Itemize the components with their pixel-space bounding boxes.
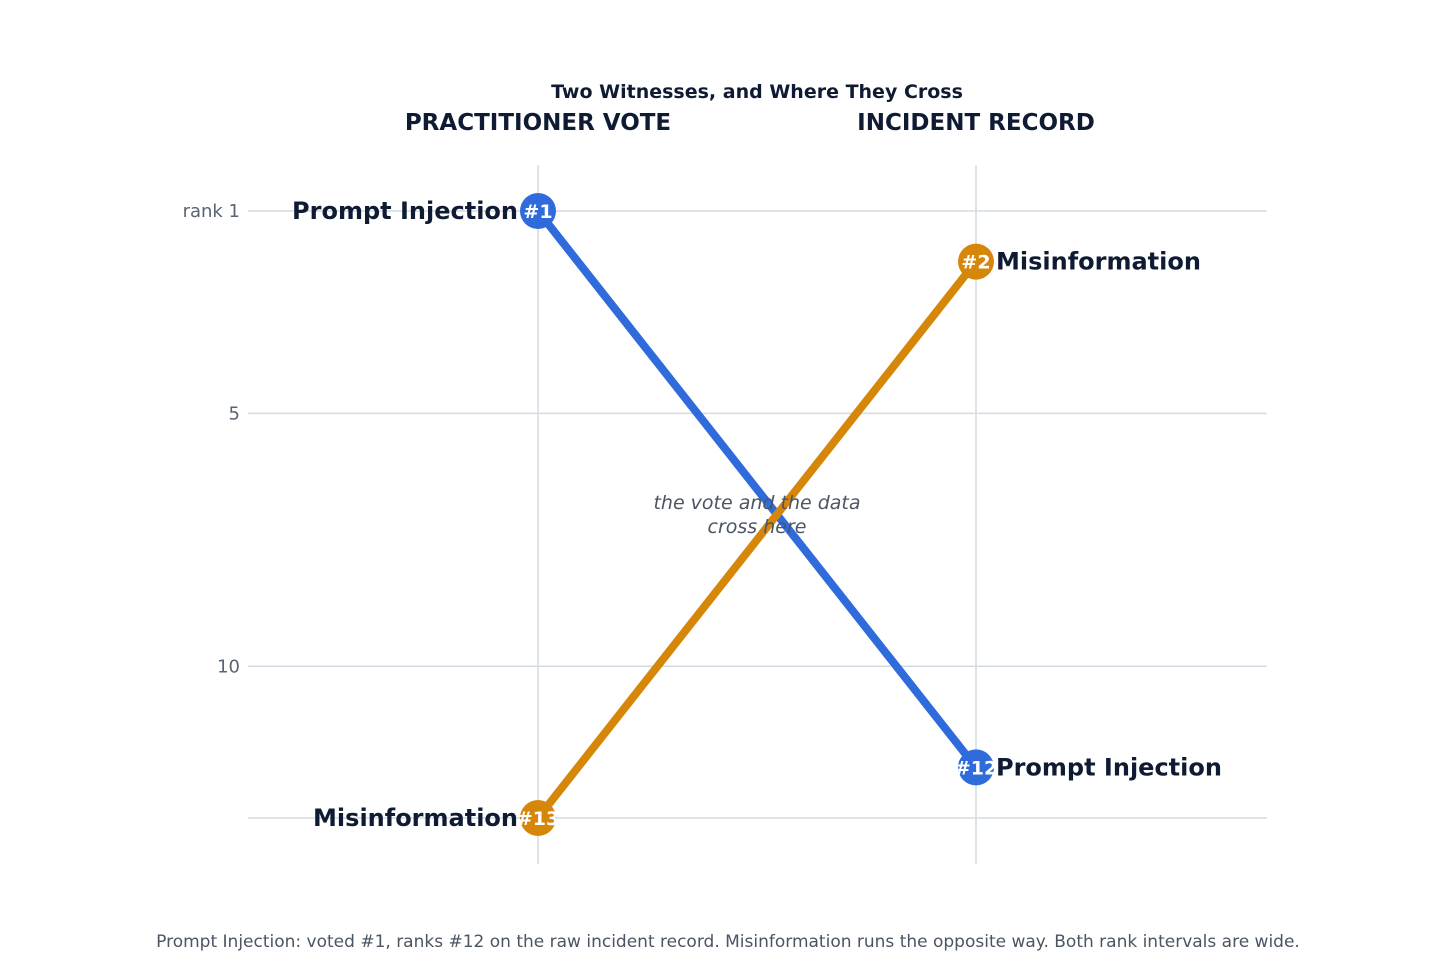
- rank-badge-prompt-injection-0: #1: [523, 201, 552, 223]
- chart-footnote: Prompt Injection: voted #1, ranks #12 on…: [156, 932, 1300, 952]
- column-header-incident-record: INCIDENT RECORD: [857, 110, 1095, 136]
- point-label-prompt-injection-0: Prompt Injection: [292, 197, 518, 225]
- y-axis-ticks: rank 1 5 10: [183, 201, 240, 677]
- rank-badge-prompt-injection-1: #12: [955, 757, 997, 779]
- annotation-line-2: cross here: [708, 516, 807, 538]
- y-tick-label-10: 10: [217, 656, 240, 677]
- series-line-prompt-injection: [534, 207, 980, 772]
- point-prompt-injection-0: [520, 193, 556, 229]
- point-label-prompt-injection-1: Prompt Injection: [996, 753, 1222, 781]
- grid: [248, 165, 1267, 864]
- series-line-misinformation: [534, 257, 980, 822]
- point-prompt-injection-1: [958, 749, 994, 786]
- chart-title: Two Witnesses, and Where They Cross: [551, 81, 963, 103]
- slope-chart: rank 1 5 10 Two Witnesses, and Where They …: [183, 81, 1267, 864]
- point-misinformation-1: [958, 243, 994, 280]
- rank-badge-misinformation-0: #13: [517, 808, 559, 830]
- rank-badge-misinformation-1: #2: [961, 252, 990, 274]
- point-label-misinformation-0: Misinformation: [313, 804, 518, 832]
- annotation-line-1: the vote and the data: [653, 492, 860, 514]
- point-misinformation-0: [520, 800, 556, 836]
- column-header-practitioner-vote: PRACTITIONER VOTE: [405, 110, 671, 136]
- y-tick-label-5: 5: [229, 403, 240, 424]
- y-tick-label-1: rank 1: [183, 201, 240, 222]
- series-lines: [534, 207, 980, 822]
- point-label-misinformation-1: Misinformation: [996, 248, 1201, 276]
